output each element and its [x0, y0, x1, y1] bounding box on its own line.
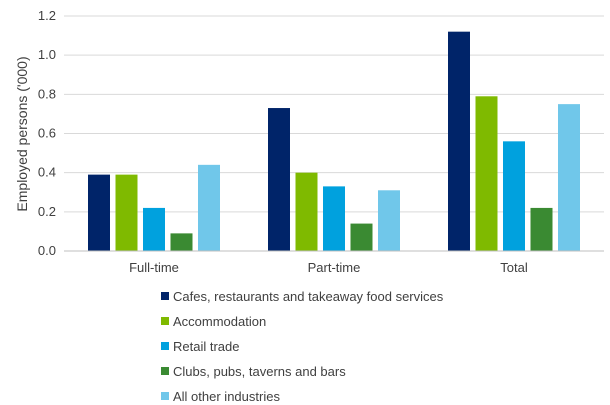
bar [475, 96, 498, 252]
bar [198, 164, 220, 251]
bars [88, 31, 580, 252]
bar [323, 186, 345, 251]
y-tick-label: 0.4 [38, 165, 56, 180]
bar [143, 207, 165, 251]
bar [115, 174, 138, 251]
bar [268, 108, 290, 252]
legend-swatch [161, 292, 169, 300]
y-axis-title: Employed persons ('000) [14, 56, 30, 211]
y-tick-label: 1.2 [38, 8, 56, 23]
bar [378, 190, 400, 251]
legend-label: Accommodation [173, 314, 266, 329]
bar [88, 174, 110, 251]
legend-label: Clubs, pubs, taverns and bars [173, 364, 346, 379]
bar [558, 104, 580, 251]
legend-swatch [161, 317, 169, 325]
bar [448, 31, 470, 251]
y-tick-label: 1.0 [38, 47, 56, 62]
bar [530, 207, 553, 251]
legend-label: Cafes, restaurants and takeaway food ser… [173, 289, 444, 304]
legend-label: Retail trade [173, 339, 239, 354]
y-tick-label: 0.8 [38, 86, 56, 101]
y-tick-label: 0.0 [38, 243, 56, 258]
legend-swatch [161, 367, 169, 375]
axes: 0.0 0.2 0.4 0.6 0.8 1.0 1.2 Full-time Part-time T… [38, 8, 604, 275]
y-tick-label: 0.6 [38, 126, 56, 141]
legend-swatch [161, 342, 169, 350]
y-tick-label: 0.2 [38, 204, 56, 219]
bar [350, 223, 373, 251]
bar [503, 141, 525, 251]
legend-swatch [161, 392, 169, 400]
legend: Cafes, restaurants and takeaway food ser… [161, 289, 444, 404]
legend-label: All other industries [173, 389, 280, 404]
bar [295, 172, 318, 251]
x-tick-label: Full-time [129, 260, 179, 275]
bar [170, 233, 193, 251]
x-tick-label: Total [500, 260, 528, 275]
x-tick-label: Part-time [308, 260, 361, 275]
